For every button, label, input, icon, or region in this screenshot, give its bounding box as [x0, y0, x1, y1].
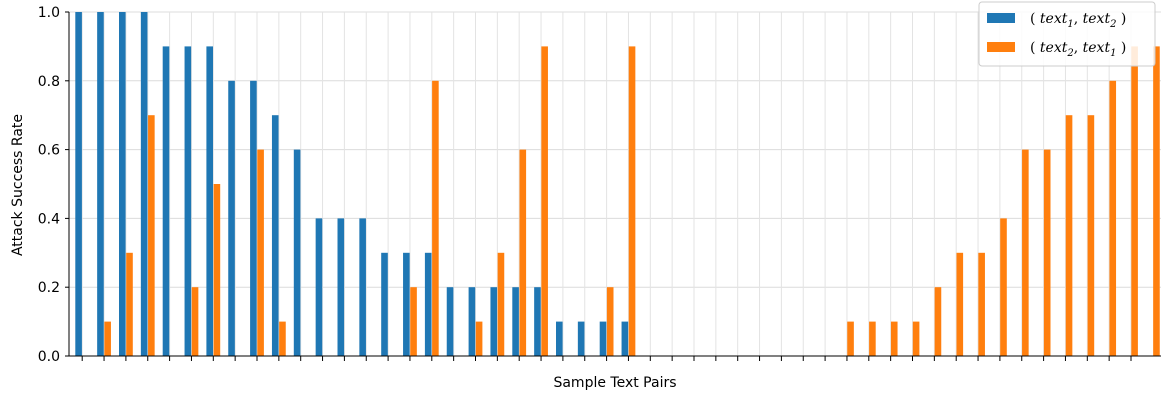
bar-series-2	[1000, 218, 1007, 356]
bar-series-2	[432, 80, 439, 357]
bar-series-1	[490, 287, 498, 356]
legend-swatch-series-1	[987, 13, 1015, 23]
bar-series-2	[519, 149, 527, 356]
bar-series-2	[1109, 80, 1117, 357]
bar-series-1	[140, 12, 148, 356]
bars-group	[75, 12, 1160, 357]
y-tick-label: 1.0	[38, 5, 60, 21]
x-axis-label: Sample Text Pairs	[553, 375, 676, 391]
bar-series-1	[577, 321, 585, 356]
y-tick-label: 0.6	[38, 143, 60, 159]
bar-series-1	[97, 12, 104, 356]
bar-series-1	[424, 252, 432, 356]
legend-swatch-series-2	[987, 42, 1015, 52]
bar-series-1	[599, 321, 607, 356]
x-ticks	[81, 356, 1132, 361]
bar-series-1	[468, 287, 476, 356]
bar-series-2	[1065, 115, 1073, 356]
bar-series-1	[359, 218, 366, 356]
bar-series-2	[956, 252, 964, 356]
bar-series-2	[606, 287, 614, 356]
bar-series-1	[621, 321, 629, 356]
legend-label-series-2: ( text2, text1 )	[1030, 40, 1126, 59]
bar-series-1	[206, 46, 213, 357]
bar-series-1	[184, 46, 192, 357]
bar-series-2	[847, 321, 854, 356]
bar-series-2	[213, 184, 221, 356]
bar-series-2	[191, 287, 199, 356]
bar-series-1	[293, 149, 301, 356]
bar-series-1	[512, 287, 519, 356]
bar-series-2	[475, 321, 483, 356]
grid-lines	[69, 11, 1161, 357]
bar-series-2	[279, 321, 286, 356]
legend: ( text1, text2 ) ( text2, text1 )	[978, 1, 1156, 67]
y-tick-label: 0.2	[38, 280, 60, 296]
bar-series-1	[446, 287, 454, 356]
bar-series-2	[126, 252, 133, 356]
bar-series-1	[337, 218, 345, 356]
bar-series-2	[1131, 46, 1138, 357]
bar-series-2	[1087, 115, 1095, 356]
bar-series-2	[1022, 149, 1029, 356]
bar-series-1	[556, 321, 563, 356]
bar-series-1	[75, 12, 82, 356]
bar-series-2	[148, 115, 155, 356]
bar-series-1	[119, 12, 126, 356]
bar-series-2	[541, 46, 548, 357]
bar-series-1	[381, 252, 388, 356]
bar-series-1	[534, 287, 541, 356]
bar-series-1	[228, 80, 235, 357]
bar-series-2	[912, 321, 920, 356]
bar-series-2	[497, 252, 505, 356]
bar-series-2	[869, 321, 876, 356]
bar-series-2	[628, 46, 636, 357]
legend-label-series-1: ( text1, text2 )	[1030, 11, 1126, 30]
bar-series-2	[104, 321, 111, 356]
bar-series-2	[1043, 149, 1051, 356]
bar-series-2	[890, 321, 898, 356]
bar-series-2	[257, 149, 264, 356]
bar-series-1	[403, 252, 410, 356]
y-ticks: 0.0 0.2 0.4 0.6 0.8 1.0	[38, 5, 69, 365]
y-tick-label: 0.8	[38, 74, 60, 90]
legend-box	[978, 1, 1156, 67]
bar-series-2	[1153, 46, 1160, 357]
bar-series-1	[271, 115, 279, 356]
y-tick-label: 0.4	[38, 211, 60, 227]
bar-series-2	[978, 252, 985, 356]
axes	[68, 12, 1161, 357]
y-tick-label: 0.0	[38, 349, 60, 365]
y-axis-label: Attack Success Rate	[10, 114, 26, 256]
bar-series-2	[410, 287, 417, 356]
bar-series-1	[162, 46, 170, 357]
bar-series-1	[315, 218, 323, 356]
bar-series-1	[250, 80, 257, 357]
bar-series-2	[934, 287, 942, 356]
